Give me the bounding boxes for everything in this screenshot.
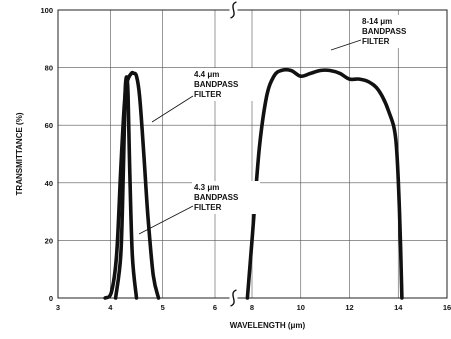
x-tick-label-3: 3 [56, 303, 60, 312]
y-tick-label-40: 40 [45, 179, 53, 188]
x-tick-label-6: 6 [213, 303, 217, 312]
x-tick-label-10: 10 [297, 303, 305, 312]
annotation-8-14-um-leader [330, 39, 362, 51]
y-tick-label-80: 80 [45, 64, 53, 73]
x-axis-title: WAVELENGTH (μm) [230, 321, 306, 330]
x-tick-label-16: 16 [443, 303, 451, 312]
axis-break-bottom [230, 289, 237, 307]
tick-label-layer: 0 20 40 60 80 100 3 4 5 6 8 10 12 14 16 [40, 6, 451, 312]
series-layer [103, 67, 404, 300]
series-line-filter-4-3-um [113, 75, 139, 300]
x-tick-label-5: 5 [161, 303, 165, 312]
annotation-8-14-um: 8-14 μm BANDPASS FILTER [362, 17, 407, 46]
x-tick-label-8: 8 [250, 303, 254, 312]
annotation-8-14-um-background [360, 15, 428, 48]
y-axis-title: TRANSMITTANCE (%) [15, 112, 24, 195]
y-tick-label-0: 0 [49, 294, 53, 303]
x-tick-label-14: 14 [394, 303, 403, 312]
annotation-layer: 4.4 μm BANDPASS FILTER 4.3 μm BANDPASS FILTER… [138, 15, 428, 235]
x-tick-label-4: 4 [108, 303, 113, 312]
annotation-4-4-um: 4.4 μm BANDPASS FILTER [194, 70, 239, 99]
plot-frame [57, 9, 448, 299]
annotation-4-3-um-leader [138, 205, 194, 235]
y-tick-label-100: 100 [40, 6, 53, 15]
series-line-filter-4-4-um [103, 70, 161, 300]
annotation-4-3-um-background [192, 181, 260, 214]
series-line-filter-8-14-um [245, 67, 404, 300]
axis-break-top [230, 1, 237, 19]
annotation-4-4-um-leader [151, 95, 194, 123]
axis-break-layer [229, 1, 238, 307]
y-tick-label-20: 20 [45, 236, 53, 245]
y-tick-label-60: 60 [45, 121, 53, 130]
annotation-4-3-um: 4.3 μm BANDPASS FILTER [194, 183, 239, 212]
x-tick-label-12: 12 [345, 303, 353, 312]
annotation-4-4-um-background [192, 68, 260, 101]
